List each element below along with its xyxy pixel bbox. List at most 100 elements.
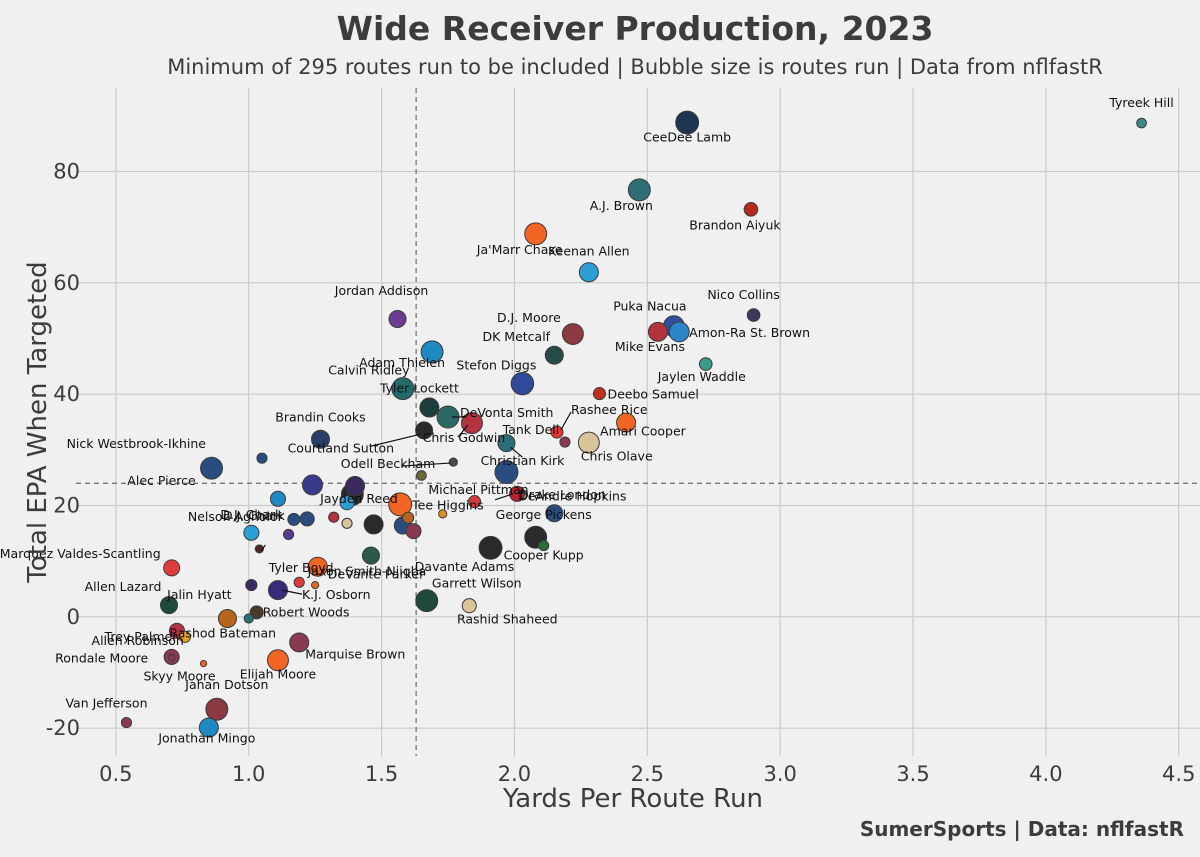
bubble-point (217, 609, 237, 629)
point-label: Brandon Aiyuk (689, 217, 781, 232)
bubble-point (550, 425, 564, 439)
bubble-point (468, 495, 482, 509)
point-label: Deebo Samuel (607, 387, 698, 402)
point-label: Rondale Moore (55, 650, 148, 665)
bubble-point (341, 517, 353, 529)
bubble-point (254, 544, 264, 554)
x-tick-label: 1.0 (232, 762, 265, 786)
point-label: Jahan Dotson (184, 677, 268, 692)
label-leader-line (510, 446, 523, 458)
bubble-point (402, 511, 415, 524)
y-tick-label: 0 (67, 605, 80, 629)
point-label: Allen Lazard (85, 579, 162, 594)
point-label: Trey Palmer (104, 629, 179, 644)
bubble-point (310, 429, 330, 449)
bubble-point (163, 559, 181, 577)
bubble-point (577, 431, 600, 454)
bubble-point (668, 321, 690, 343)
point-label: DeAndre Hopkins (518, 488, 626, 503)
bubble-point (647, 321, 668, 342)
grid-layer (76, 88, 1200, 756)
bubble-point (743, 202, 759, 217)
point-label: Jalin Hyatt (166, 587, 232, 602)
point-label: Elijah Moore (240, 666, 317, 681)
bubble-point (256, 452, 268, 464)
point-label: Skyy Moore (143, 669, 215, 684)
reference-lines (76, 88, 1200, 756)
bubble-point (675, 110, 700, 135)
bubble-point (559, 436, 571, 448)
point-label: Davante Adams (415, 559, 514, 574)
point-label: Tyler Boyd (268, 560, 334, 575)
point-label: Mike Evans (615, 339, 685, 354)
bubble-point (388, 492, 413, 517)
bubble-point (199, 659, 208, 668)
bubble-point (302, 474, 323, 496)
point-label: Marquise Brown (305, 646, 405, 661)
bubble-point (524, 222, 548, 246)
bubble-point (448, 457, 458, 467)
point-label: Stefon Diggs (456, 358, 536, 373)
bubble-point (245, 579, 258, 592)
point-label: Nico Collins (707, 287, 780, 302)
point-label: Tee Higgins (411, 497, 484, 512)
point-label: CeeDee Lamb (643, 130, 731, 145)
x-tick-label: 2.5 (631, 762, 664, 786)
label-leader-line (315, 572, 321, 576)
y-axis-label: Total EPA When Targeted (23, 261, 53, 583)
bubble-point (391, 377, 415, 401)
bubble-point (282, 528, 295, 541)
bubble-point (746, 308, 761, 322)
bubble-point (478, 535, 503, 560)
bubble-point (328, 511, 340, 523)
bubble-point (168, 653, 176, 662)
point-label: Courtland Sutton (288, 440, 395, 455)
point-label: Michael Pittman (428, 482, 528, 497)
point-label: Tyreek Hill (1108, 95, 1173, 110)
point-label: D.J. Chark (223, 508, 286, 523)
bubble-point (363, 514, 384, 535)
bubble-point (307, 556, 328, 577)
bubble-point (494, 460, 519, 485)
x-axis-label: Yards Per Route Run (502, 784, 763, 814)
point-label: D.J. Moore (497, 310, 561, 325)
bubble-point (267, 580, 288, 601)
point-label: Tyler Lockett (379, 381, 459, 396)
point-label: Garrett Wilson (432, 576, 522, 591)
x-tick-label: 4.5 (1162, 762, 1195, 786)
point-label: Jordan Addison (334, 283, 429, 298)
x-tick-label: 2.0 (498, 762, 531, 786)
point-label: Calvin Ridley (328, 363, 410, 378)
point-label: Puka Nacua (613, 298, 686, 313)
point-label: Ja'Marr Chase (476, 242, 563, 257)
bubble-point (627, 178, 651, 202)
point-label: K.J. Osborn (302, 587, 371, 602)
bubble-point (339, 495, 355, 511)
bubble-point (544, 345, 564, 365)
chart-title: Wide Receiver Production, 2023 (337, 9, 934, 48)
bubble-point (289, 632, 310, 653)
label-leader-line (369, 433, 421, 447)
bubble-point (243, 613, 254, 624)
point-label: Marquez Valdes-Scantling (0, 546, 161, 561)
point-label: Jonathan Mingo (157, 731, 255, 746)
bubble-point (510, 371, 535, 396)
point-label: Rashid Shaheed (457, 612, 558, 627)
point-label: Rashee Rice (571, 402, 648, 417)
bubble-point (205, 697, 229, 721)
source-credit: SumerSports | Data: nflfastR (860, 817, 1184, 841)
bubble-point (311, 580, 320, 590)
y-tick-label: 40 (53, 382, 80, 406)
point-label: Christian Kirk (481, 453, 566, 468)
bubble-point (249, 605, 264, 620)
x-tick-label: 1.5 (365, 762, 398, 786)
bubble-point (509, 485, 526, 502)
label-leader-line (281, 589, 303, 595)
bubble-point (420, 340, 444, 364)
point-label: DeVonta Smith (460, 405, 553, 420)
bubble-point (461, 598, 477, 614)
point-label: Adam Thielen (359, 355, 445, 370)
point-label: Brandin Cooks (275, 409, 365, 424)
bubble-point (438, 509, 448, 519)
